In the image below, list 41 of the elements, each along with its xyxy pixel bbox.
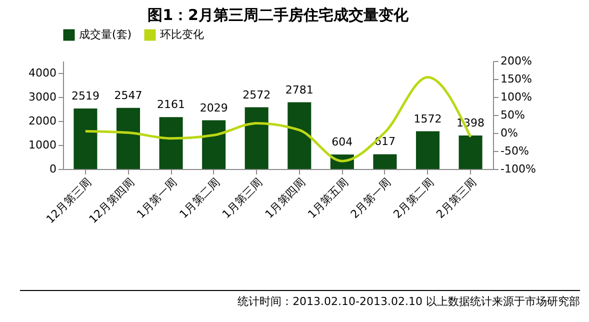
y-tick-label: 1000 (28, 138, 56, 152)
data-label: 2547 (114, 88, 142, 102)
x-tick-label: 2月第一周 (348, 176, 394, 222)
legend-label: 成交量(套) (79, 28, 132, 41)
y2-tick-label: 150% (500, 72, 532, 86)
bar (244, 107, 268, 169)
y2-tick-label: 100% (500, 90, 532, 104)
bar (116, 108, 140, 169)
y2-tick-label: 50% (500, 108, 525, 122)
y-tick-label: 4000 (28, 66, 56, 80)
y-tick-label: 0 (50, 162, 56, 176)
data-label: 2161 (157, 98, 186, 112)
chart-title: 图1：2月第三周二手房住宅成交量变化 (148, 6, 410, 24)
y2-tick-label: -50% (500, 144, 529, 158)
data-label: 2781 (285, 83, 314, 96)
data-label: 1572 (414, 112, 442, 126)
x-tick-label: 1月第四周 (262, 176, 308, 222)
y2-tick-label: -100% (500, 162, 536, 176)
bar (416, 131, 440, 169)
bar (288, 102, 312, 169)
x-tick-label: 2月第三周 (434, 176, 480, 222)
y2-tick-label: 0% (500, 126, 518, 140)
bar (202, 120, 226, 169)
bar (373, 154, 397, 169)
data-label: 604 (332, 136, 353, 149)
y2-tick-label: 200% (500, 54, 532, 68)
bar (74, 108, 98, 169)
x-tick-label: 1月第二周 (177, 176, 222, 222)
x-tick-label: 1月第五周 (305, 176, 351, 222)
x-tick-label: 2月第二周 (390, 176, 436, 222)
y-tick-label: 2000 (28, 114, 56, 128)
legend-label: 环比变化 (160, 28, 204, 41)
bar (458, 135, 482, 169)
x-tick-label: 1月第三周 (220, 176, 266, 222)
data-label: 2519 (71, 90, 100, 103)
x-tick-label: 1月第一周 (134, 176, 180, 222)
y-tick-label: 3000 (28, 90, 56, 104)
text: 统计时间：2013.02.10-2013.02.10 以上数据统计来源于市场研究部 (20, 290, 580, 309)
data-label: 2029 (200, 101, 228, 114)
data-label: 2572 (242, 88, 271, 102)
bar (159, 117, 183, 169)
